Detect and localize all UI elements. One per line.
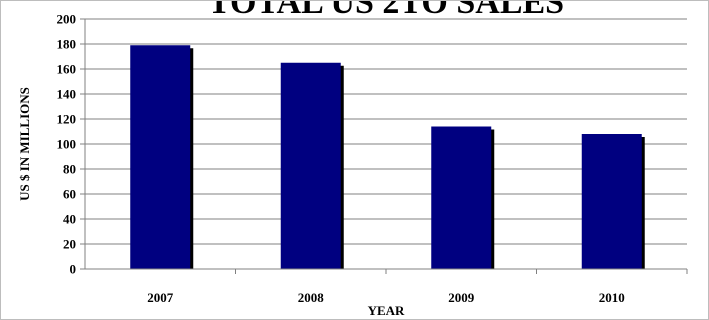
y-tick-label: 160 [57,62,77,77]
y-tick-label: 200 [57,12,77,27]
x-tick-label: 2007 [147,290,174,305]
chart-title: TOTAL US 2TO SALES [208,1,564,21]
y-tick-label: 60 [63,187,76,202]
bar-2008 [280,62,341,269]
y-axis-ticks: 0 20 40 60 80 100 120 140 160 180 200 [57,12,85,277]
x-axis-title: YEAR [368,303,405,318]
bars [130,45,645,269]
y-axis-title: US $ IN MILLIONS [17,87,32,201]
y-tick-label: 120 [57,112,77,127]
y-tick-label: 180 [57,37,77,52]
x-axis-ticks: 2007 2008 2009 2010 [147,269,688,305]
x-tick-label: 2010 [599,290,625,305]
bar-2007 [130,45,191,269]
y-tick-label: 140 [57,87,77,102]
y-tick-label: 80 [63,162,76,177]
y-tick-label: 0 [70,262,77,277]
bar-2009 [431,126,492,269]
x-tick-label: 2009 [448,290,475,305]
y-tick-label: 20 [63,237,76,252]
y-tick-label: 100 [57,137,77,152]
x-tick-label: 2008 [298,290,325,305]
bar-2010 [581,134,642,269]
y-tick-label: 40 [63,212,76,227]
